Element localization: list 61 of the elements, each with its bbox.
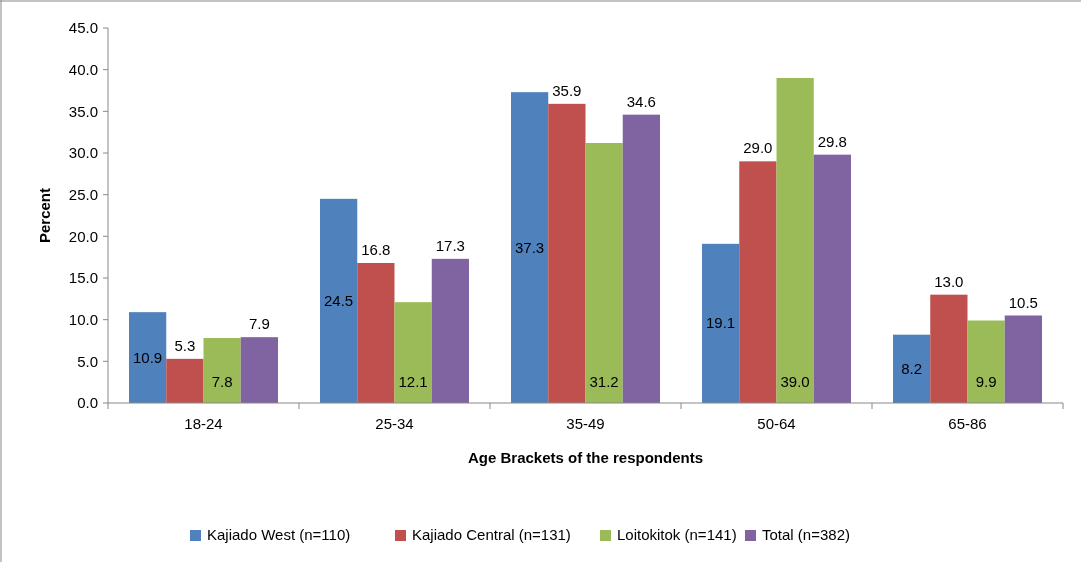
y-tick-label: 30.0 (68, 144, 98, 162)
y-tick-label: 25.0 (68, 185, 98, 203)
bar (930, 294, 968, 403)
data-label: 34.6 (626, 92, 656, 110)
y-tick-label: 5.0 (77, 352, 98, 370)
x-tick-label: 25-34 (375, 415, 414, 432)
legend-label: Kajiado Central (n=131) (412, 526, 571, 543)
legend-label: Loitokitok (n=141) (617, 526, 737, 543)
data-label: 17.3 (435, 236, 465, 254)
x-tick-label: 65-86 (948, 415, 987, 432)
data-label: 16.8 (361, 241, 391, 258)
data-label: 29.8 (817, 132, 847, 150)
x-tick-label: 18-24 (184, 415, 223, 432)
data-label: 8.2 (901, 359, 923, 377)
data-label: 29.0 (743, 139, 773, 157)
y-tick-label: 20.0 (68, 227, 98, 245)
bar (776, 78, 814, 403)
y-tick-label: 35.0 (68, 102, 98, 120)
y-tick-label: 0.0 (77, 394, 98, 412)
bar (548, 103, 586, 403)
y-tick-label: 40.0 (68, 60, 98, 78)
x-tick-label: 50-64 (757, 415, 796, 432)
bar (813, 154, 851, 403)
bar (585, 143, 623, 403)
y-axis-title: Percent (36, 187, 53, 244)
y-tick-label: 15.0 (68, 269, 98, 287)
bar (1004, 315, 1042, 403)
data-label: 7.8 (211, 373, 233, 390)
legend-label: Kajiado West (n=110) (207, 526, 351, 543)
bar (240, 337, 278, 403)
bar (166, 358, 204, 403)
bar (511, 92, 549, 403)
bar (622, 114, 660, 403)
data-label: 5.3 (174, 336, 196, 354)
bar (702, 243, 740, 403)
bar (320, 198, 358, 403)
legend-label: Total (n=382) (762, 526, 850, 543)
bar (739, 161, 777, 403)
bar (431, 258, 469, 403)
bar (967, 320, 1005, 403)
data-label: 31.2 (589, 373, 619, 390)
bar (394, 302, 432, 403)
data-label: 19.1 (706, 314, 736, 332)
data-label: 13.0 (934, 272, 964, 290)
data-label: 12.1 (398, 373, 428, 390)
data-label: 10.5 (1008, 293, 1038, 311)
data-label: 9.9 (975, 373, 997, 390)
y-tick-label: 45.0 (68, 19, 98, 37)
data-label: 35.9 (552, 81, 582, 99)
data-label: 7.9 (248, 315, 270, 333)
x-tick-label: 35-49 (566, 415, 605, 432)
data-label: 10.9 (133, 348, 163, 366)
data-label: 39.0 (780, 373, 810, 390)
bar (893, 334, 931, 403)
bar (129, 312, 167, 403)
data-label: 24.5 (324, 291, 354, 309)
x-axis-title: Age Brackets of the respondents (467, 449, 704, 466)
data-label: 37.3 (515, 238, 545, 256)
bar (357, 263, 395, 403)
bar (203, 338, 241, 403)
y-tick-label: 10.0 (68, 310, 98, 328)
